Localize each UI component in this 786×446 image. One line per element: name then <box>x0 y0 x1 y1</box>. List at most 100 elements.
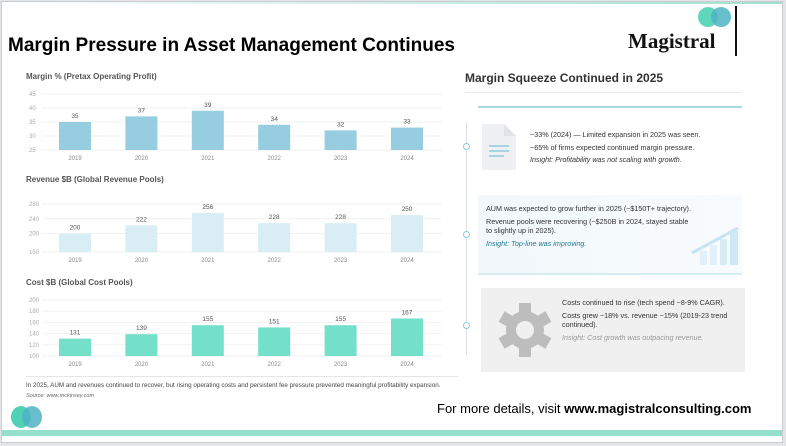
x-tick-label: 2019 <box>68 362 82 368</box>
bar <box>125 116 158 150</box>
revenue-chart: 150 200 240 280 200 2019 222 2020 256 2021 228 2022… <box>29 202 442 264</box>
bar <box>324 223 357 252</box>
bar <box>324 130 357 150</box>
divider <box>465 92 742 93</box>
data-label: 39 <box>204 102 212 109</box>
website-link[interactable]: www.magistralconsulting.com <box>564 401 752 416</box>
x-tick-label: 2020 <box>135 258 149 264</box>
card-insight: Insight: Profitability was not scaling w… <box>530 155 682 164</box>
cost-chart: 100 120 140 160 180 200 131 2019 139 2020 155 2021 1… <box>29 298 442 368</box>
y-tick-label: 40 <box>29 106 36 112</box>
x-tick-label: 2020 <box>135 362 149 368</box>
bar <box>324 325 357 356</box>
bar <box>191 212 224 252</box>
card-line: AUM was expected to grow further in 2025… <box>486 204 691 213</box>
data-label: 37 <box>138 107 146 114</box>
card-insight: Insight: Cost growth was outpacing reven… <box>562 332 704 342</box>
bar <box>59 233 91 252</box>
x-tick-label: 2021 <box>201 258 215 264</box>
x-tick-label: 2023 <box>334 362 348 368</box>
bar <box>59 122 91 150</box>
footer-logo-icon <box>11 406 42 428</box>
panel-heading: Margin Squeeze Continued in 2025 <box>465 71 664 85</box>
document-icon <box>482 124 516 170</box>
x-tick-label: 2023 <box>334 258 348 264</box>
x-tick-label: 2019 <box>68 258 82 264</box>
insight-card-revenue: AUM was expected to grow further in 2025… <box>478 195 742 275</box>
timeline-dot <box>463 231 470 238</box>
margin-chart: 25 30 35 40 45 35 2019 37 2020 39 2021 34 2022 32 2023… <box>29 92 442 162</box>
top-accent-line <box>2 2 782 4</box>
card-line: Costs grew ~18% vs. revenue ~15% (2019-2… <box>562 310 728 330</box>
data-label: 155 <box>335 316 346 323</box>
card-insight: Insight: Top-line was improving. <box>486 238 587 248</box>
data-label: 250 <box>402 206 413 213</box>
card-line: ~33% (2024) — Limited expansion in 2025 … <box>530 130 701 139</box>
x-tick-label: 2020 <box>135 156 149 162</box>
page-title: Margin Pressure in Asset Management Cont… <box>8 35 455 56</box>
timeline-dot <box>463 143 470 150</box>
timeline-line <box>466 122 467 355</box>
x-tick-label: 2022 <box>268 258 282 264</box>
bar <box>125 225 158 252</box>
y-tick-label: 150 <box>29 250 40 256</box>
x-tick-label: 2022 <box>268 362 282 368</box>
divider <box>26 376 458 377</box>
source-note: Source: www.mckinsey.com <box>26 393 95 399</box>
gear-icon <box>498 303 552 357</box>
bar <box>258 223 291 252</box>
bar-growth-icon <box>691 226 739 265</box>
x-tick-label: 2022 <box>268 156 282 162</box>
y-tick-label: 180 <box>29 309 40 315</box>
data-label: 256 <box>202 204 213 211</box>
y-tick-label: 120 <box>29 343 40 349</box>
card-line: Revenue pools were recovering (~$250B in… <box>486 216 689 236</box>
y-tick-label: 25 <box>29 148 36 154</box>
bar <box>391 127 423 150</box>
y-tick-label: 140 <box>29 332 40 338</box>
x-tick-label: 2019 <box>68 156 82 162</box>
y-tick-label: 35 <box>29 120 36 126</box>
y-tick-label: 200 <box>29 232 40 238</box>
data-label: 200 <box>70 225 81 232</box>
chart-title-margin: Margin % (Pretax Operating Profit) <box>26 72 157 81</box>
data-label: 139 <box>136 325 147 332</box>
x-tick-label: 2021 <box>201 156 215 162</box>
data-label: 131 <box>70 330 81 337</box>
logo-circles-icon <box>698 7 731 27</box>
y-tick-label: 200 <box>29 298 40 304</box>
x-tick-label: 2021 <box>201 362 215 368</box>
x-tick-label: 2024 <box>400 362 414 368</box>
x-tick-label: 2023 <box>334 156 348 162</box>
cta-text: For more details, visit www.magistralcon… <box>437 401 751 416</box>
timeline-dot <box>463 322 470 329</box>
data-label: 34 <box>271 116 279 123</box>
chart-title-cost: Cost $B (Global Cost Pools) <box>26 278 133 287</box>
bar <box>391 318 423 356</box>
y-tick-label: 45 <box>29 92 36 98</box>
logo-divider <box>735 6 737 56</box>
y-tick-label: 160 <box>29 320 40 326</box>
x-tick-label: 2024 <box>400 258 414 264</box>
footnote: In 2025, AUM and revenues continued to r… <box>26 382 441 389</box>
data-label: 155 <box>202 316 213 323</box>
data-label: 35 <box>71 113 79 120</box>
bar <box>191 325 224 356</box>
bar <box>191 110 224 150</box>
chart-title-revenue: Revenue $B (Global Revenue Pools) <box>26 175 164 184</box>
cta-prefix: For more details, visit <box>437 401 565 416</box>
bottom-accent-bar <box>2 430 782 436</box>
brand-logo-text: Magistral <box>628 29 716 53</box>
x-tick-label: 2024 <box>400 156 414 162</box>
bar <box>258 124 291 150</box>
accent-divider <box>478 106 742 108</box>
insight-card-margin: ~33% (2024) — Limited expansion in 2025 … <box>482 124 742 174</box>
y-tick-label: 100 <box>29 354 40 360</box>
bar <box>258 327 291 356</box>
insight-card-cost: Costs continued to rise (tech spend ~8-9… <box>481 288 745 372</box>
card-line: Costs continued to rise (tech spend ~8-9… <box>562 298 725 307</box>
y-tick-label: 280 <box>29 202 40 208</box>
y-tick-label: 30 <box>29 134 36 140</box>
data-label: 32 <box>337 121 345 128</box>
